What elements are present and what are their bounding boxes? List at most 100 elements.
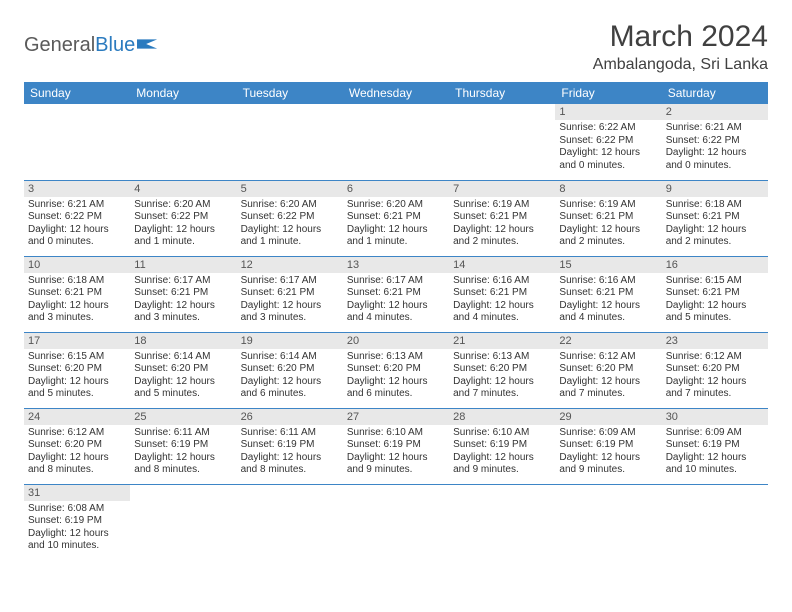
- calendar-week-row: 17Sunrise: 6:15 AMSunset: 6:20 PMDayligh…: [24, 332, 768, 408]
- day-number-empty: [555, 485, 661, 501]
- calendar-day-cell: 14Sunrise: 6:16 AMSunset: 6:21 PMDayligh…: [449, 256, 555, 332]
- day-number-empty: [343, 485, 449, 501]
- day-details: Sunrise: 6:11 AMSunset: 6:19 PMDaylight:…: [237, 425, 343, 481]
- day-details: Sunrise: 6:14 AMSunset: 6:20 PMDaylight:…: [237, 349, 343, 405]
- calendar-table: Sunday Monday Tuesday Wednesday Thursday…: [24, 82, 768, 560]
- day-number: 17: [24, 333, 130, 349]
- weekday-header: Friday: [555, 82, 661, 104]
- daylight-text: Daylight: 12 hours and 7 minutes.: [453, 376, 551, 401]
- daylight-text: Daylight: 12 hours and 4 minutes.: [559, 300, 657, 325]
- day-number: 10: [24, 257, 130, 273]
- calendar-day-cell: 20Sunrise: 6:13 AMSunset: 6:20 PMDayligh…: [343, 332, 449, 408]
- sunrise-text: Sunrise: 6:12 AM: [666, 351, 764, 364]
- calendar-week-row: 3Sunrise: 6:21 AMSunset: 6:22 PMDaylight…: [24, 180, 768, 256]
- calendar-day-cell: [237, 484, 343, 560]
- day-details: Sunrise: 6:20 AMSunset: 6:22 PMDaylight:…: [237, 197, 343, 253]
- calendar-day-cell: 2Sunrise: 6:21 AMSunset: 6:22 PMDaylight…: [662, 104, 768, 180]
- sunrise-text: Sunrise: 6:08 AM: [28, 503, 126, 516]
- daylight-text: Daylight: 12 hours and 4 minutes.: [453, 300, 551, 325]
- calendar-day-cell: 26Sunrise: 6:11 AMSunset: 6:19 PMDayligh…: [237, 408, 343, 484]
- day-number: 30: [662, 409, 768, 425]
- daylight-text: Daylight: 12 hours and 8 minutes.: [241, 452, 339, 477]
- daylight-text: Daylight: 12 hours and 3 minutes.: [241, 300, 339, 325]
- sunrise-text: Sunrise: 6:18 AM: [666, 199, 764, 212]
- day-number-empty: [662, 485, 768, 501]
- sunrise-text: Sunrise: 6:13 AM: [453, 351, 551, 364]
- sunset-text: Sunset: 6:20 PM: [28, 363, 126, 376]
- calendar-day-cell: 21Sunrise: 6:13 AMSunset: 6:20 PMDayligh…: [449, 332, 555, 408]
- day-details: Sunrise: 6:21 AMSunset: 6:22 PMDaylight:…: [24, 197, 130, 253]
- calendar-day-cell: 7Sunrise: 6:19 AMSunset: 6:21 PMDaylight…: [449, 180, 555, 256]
- day-details: Sunrise: 6:12 AMSunset: 6:20 PMDaylight:…: [662, 349, 768, 405]
- calendar-day-cell: 24Sunrise: 6:12 AMSunset: 6:20 PMDayligh…: [24, 408, 130, 484]
- sunrise-text: Sunrise: 6:20 AM: [134, 199, 232, 212]
- sunrise-text: Sunrise: 6:14 AM: [241, 351, 339, 364]
- day-details: Sunrise: 6:17 AMSunset: 6:21 PMDaylight:…: [130, 273, 236, 329]
- sunset-text: Sunset: 6:21 PM: [28, 287, 126, 300]
- day-number: 24: [24, 409, 130, 425]
- daylight-text: Daylight: 12 hours and 10 minutes.: [666, 452, 764, 477]
- day-number: 31: [24, 485, 130, 501]
- calendar-day-cell: [343, 484, 449, 560]
- daylight-text: Daylight: 12 hours and 7 minutes.: [666, 376, 764, 401]
- daylight-text: Daylight: 12 hours and 6 minutes.: [241, 376, 339, 401]
- calendar-day-cell: 28Sunrise: 6:10 AMSunset: 6:19 PMDayligh…: [449, 408, 555, 484]
- daylight-text: Daylight: 12 hours and 4 minutes.: [347, 300, 445, 325]
- sunrise-text: Sunrise: 6:21 AM: [28, 199, 126, 212]
- logo: GeneralBlue: [24, 20, 159, 57]
- sunset-text: Sunset: 6:21 PM: [559, 287, 657, 300]
- day-details: Sunrise: 6:19 AMSunset: 6:21 PMDaylight:…: [555, 197, 661, 253]
- day-details: Sunrise: 6:13 AMSunset: 6:20 PMDaylight:…: [343, 349, 449, 405]
- calendar-day-cell: 9Sunrise: 6:18 AMSunset: 6:21 PMDaylight…: [662, 180, 768, 256]
- day-number: 15: [555, 257, 661, 273]
- sunset-text: Sunset: 6:21 PM: [559, 211, 657, 224]
- sunset-text: Sunset: 6:21 PM: [347, 211, 445, 224]
- weekday-header: Monday: [130, 82, 236, 104]
- daylight-text: Daylight: 12 hours and 9 minutes.: [559, 452, 657, 477]
- day-number: 16: [662, 257, 768, 273]
- day-number-empty: [449, 485, 555, 501]
- day-details: Sunrise: 6:15 AMSunset: 6:21 PMDaylight:…: [662, 273, 768, 329]
- day-number-empty: [343, 104, 449, 120]
- sunset-text: Sunset: 6:19 PM: [134, 439, 232, 452]
- day-number: 13: [343, 257, 449, 273]
- sunset-text: Sunset: 6:21 PM: [134, 287, 232, 300]
- day-number: 11: [130, 257, 236, 273]
- sunset-text: Sunset: 6:21 PM: [666, 287, 764, 300]
- daylight-text: Daylight: 12 hours and 5 minutes.: [134, 376, 232, 401]
- weekday-header: Saturday: [662, 82, 768, 104]
- calendar-day-cell: 12Sunrise: 6:17 AMSunset: 6:21 PMDayligh…: [237, 256, 343, 332]
- sunset-text: Sunset: 6:20 PM: [453, 363, 551, 376]
- daylight-text: Daylight: 12 hours and 2 minutes.: [559, 224, 657, 249]
- day-details: Sunrise: 6:20 AMSunset: 6:22 PMDaylight:…: [130, 197, 236, 253]
- day-number: 1: [555, 104, 661, 120]
- day-number: 20: [343, 333, 449, 349]
- sunrise-text: Sunrise: 6:22 AM: [559, 122, 657, 135]
- day-details: Sunrise: 6:13 AMSunset: 6:20 PMDaylight:…: [449, 349, 555, 405]
- day-details: Sunrise: 6:20 AMSunset: 6:21 PMDaylight:…: [343, 197, 449, 253]
- sunrise-text: Sunrise: 6:17 AM: [241, 275, 339, 288]
- daylight-text: Daylight: 12 hours and 1 minute.: [134, 224, 232, 249]
- calendar-day-cell: 10Sunrise: 6:18 AMSunset: 6:21 PMDayligh…: [24, 256, 130, 332]
- sunrise-text: Sunrise: 6:14 AM: [134, 351, 232, 364]
- day-number-empty: [130, 485, 236, 501]
- day-number: 9: [662, 181, 768, 197]
- calendar-day-cell: 11Sunrise: 6:17 AMSunset: 6:21 PMDayligh…: [130, 256, 236, 332]
- sunset-text: Sunset: 6:22 PM: [559, 135, 657, 148]
- sunset-text: Sunset: 6:19 PM: [453, 439, 551, 452]
- day-details: Sunrise: 6:15 AMSunset: 6:20 PMDaylight:…: [24, 349, 130, 405]
- sunset-text: Sunset: 6:19 PM: [28, 515, 126, 528]
- daylight-text: Daylight: 12 hours and 0 minutes.: [28, 224, 126, 249]
- daylight-text: Daylight: 12 hours and 2 minutes.: [453, 224, 551, 249]
- title-block: March 2024 Ambalangoda, Sri Lanka: [593, 20, 768, 74]
- logo-text-blue: Blue: [95, 34, 135, 57]
- sunrise-text: Sunrise: 6:10 AM: [347, 427, 445, 440]
- day-details: Sunrise: 6:11 AMSunset: 6:19 PMDaylight:…: [130, 425, 236, 481]
- day-details: Sunrise: 6:17 AMSunset: 6:21 PMDaylight:…: [343, 273, 449, 329]
- day-number: 18: [130, 333, 236, 349]
- sunrise-text: Sunrise: 6:20 AM: [347, 199, 445, 212]
- daylight-text: Daylight: 12 hours and 7 minutes.: [559, 376, 657, 401]
- day-number: 22: [555, 333, 661, 349]
- day-number: 29: [555, 409, 661, 425]
- sunrise-text: Sunrise: 6:16 AM: [453, 275, 551, 288]
